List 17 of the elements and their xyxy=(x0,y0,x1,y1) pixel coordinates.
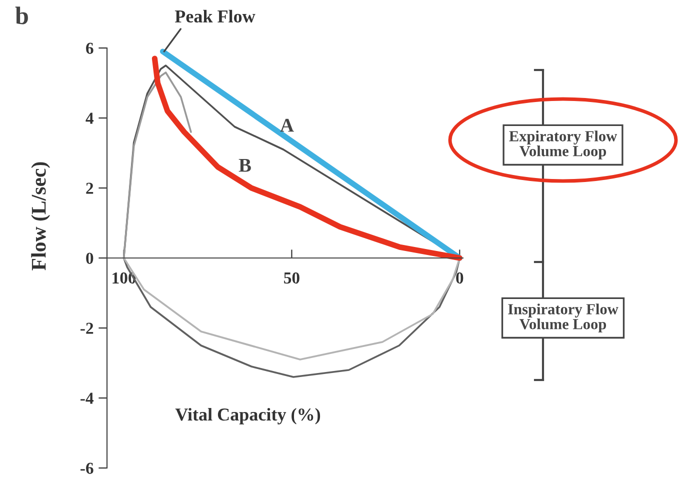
y-tick-label: 2 xyxy=(86,182,94,194)
y-tick-label: 6 xyxy=(86,42,94,54)
y-tick-label: 4 xyxy=(86,112,94,124)
y-tick-label: -4 xyxy=(80,392,94,404)
x-tick-label: 0 xyxy=(456,272,464,284)
annotation: Peak Flow xyxy=(174,10,256,23)
y-tick-label: -6 xyxy=(80,462,94,474)
y-tick-label: -2 xyxy=(80,322,94,334)
text: Expiratory Flow Volume Loop xyxy=(509,130,618,160)
text: b xyxy=(15,6,28,24)
x-tick-label: 50 xyxy=(284,272,300,284)
y-tick-label: 0 xyxy=(86,252,94,264)
y-axis-title: Flow (L/sec) xyxy=(31,162,50,270)
annotation: A xyxy=(280,118,294,132)
text: Inspiratory Flow Volume Loop xyxy=(508,304,618,332)
annotation: B xyxy=(238,158,251,172)
x-axis-title: Vital Capacity (%) xyxy=(175,408,320,424)
